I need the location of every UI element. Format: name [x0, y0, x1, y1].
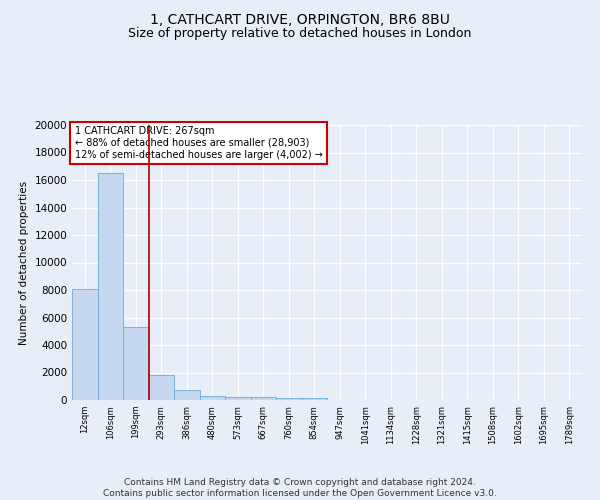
- Text: 1, CATHCART DRIVE, ORPINGTON, BR6 8BU: 1, CATHCART DRIVE, ORPINGTON, BR6 8BU: [150, 12, 450, 26]
- Text: 1 CATHCART DRIVE: 267sqm
← 88% of detached houses are smaller (28,903)
12% of se: 1 CATHCART DRIVE: 267sqm ← 88% of detach…: [74, 126, 322, 160]
- Bar: [149, 374, 174, 400]
- Y-axis label: Number of detached properties: Number of detached properties: [19, 180, 29, 344]
- Bar: [72, 288, 97, 400]
- Bar: [97, 173, 123, 400]
- Text: Contains HM Land Registry data © Crown copyright and database right 2024.
Contai: Contains HM Land Registry data © Crown c…: [103, 478, 497, 498]
- Bar: [174, 390, 199, 400]
- Bar: [251, 397, 276, 400]
- Bar: [276, 398, 302, 400]
- Bar: [123, 327, 149, 400]
- Text: Size of property relative to detached houses in London: Size of property relative to detached ho…: [128, 28, 472, 40]
- Bar: [199, 396, 225, 400]
- Bar: [302, 398, 327, 400]
- Bar: [225, 397, 251, 400]
